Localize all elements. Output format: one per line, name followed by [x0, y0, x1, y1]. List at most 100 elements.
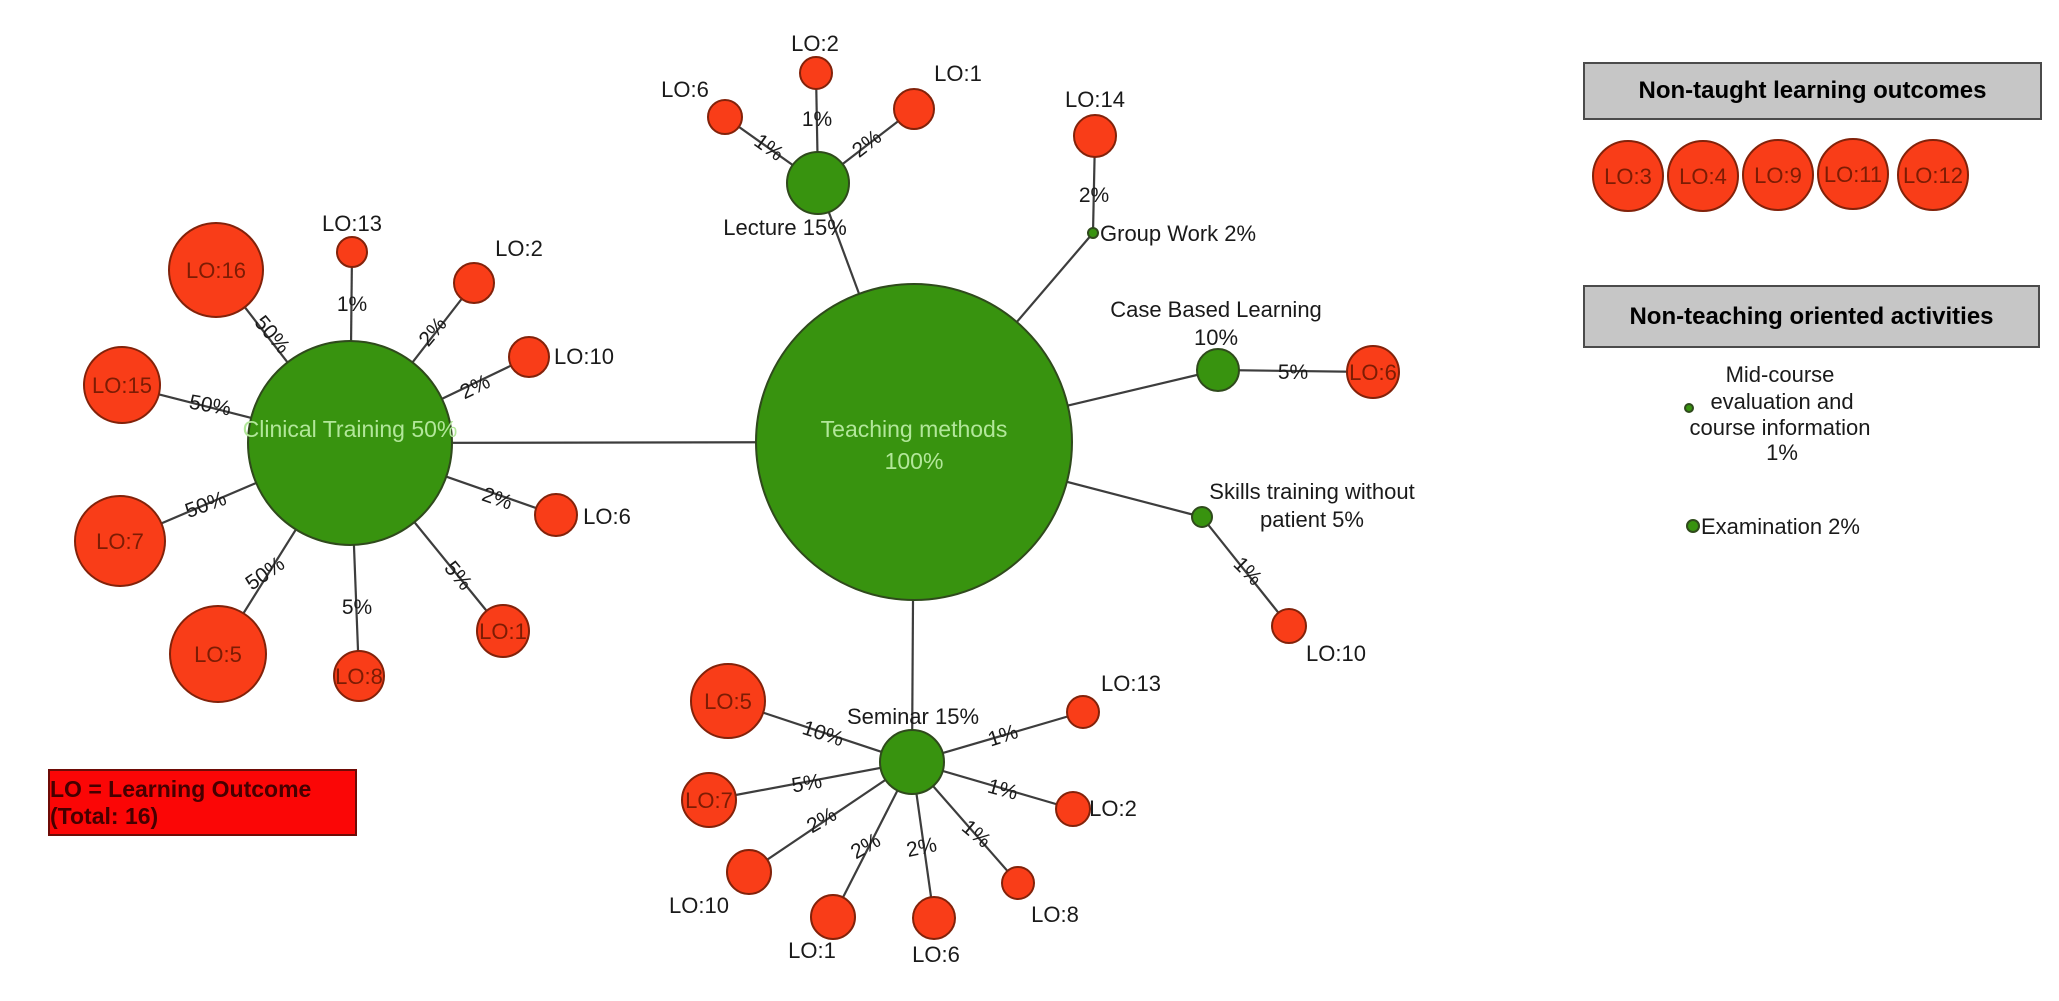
edge-seminar-lo2-label: 1% [985, 775, 1020, 805]
seminar-lo8-label: LO:8 [1031, 902, 1079, 927]
clinical-lo16-inside-label: LO:16 [186, 258, 246, 283]
legend-lo3-node [1592, 140, 1664, 212]
clinical-lo8-node [333, 650, 385, 702]
midcourse-line3: course information [1690, 415, 1871, 440]
skills-title-line2: patient 5% [1260, 507, 1364, 532]
non-teaching-activities-panel-title: Non-teaching oriented activities [1629, 302, 1994, 330]
legend-lo9-node [1742, 139, 1814, 211]
legend-lo4-inside-label: LO:4 [1679, 164, 1727, 189]
edge-seminar-lo13-label: 1% [985, 720, 1021, 751]
clinical-training-node [247, 340, 453, 546]
edge-clinical-lo15-label: 50% [187, 391, 232, 421]
edge-seminar-lo7-label: 5% [790, 770, 824, 798]
case-based-learning-node [1196, 348, 1240, 392]
clinical-lo10-label: LO:10 [554, 344, 614, 369]
edge-seminar-lo7 [708, 760, 913, 802]
tm-title-line2: 100% [885, 448, 944, 474]
examination-label: Examination 2% [1701, 514, 1860, 539]
clinical-lo5-inside-label: LO:5 [194, 642, 242, 667]
seminar-lo10-label: LO:10 [669, 893, 729, 918]
seminar-lo2-label: LO:2 [1089, 796, 1137, 821]
clinical-lo13-label: LO:13 [322, 211, 382, 236]
edge-lecture-lo2-label: 1% [802, 108, 832, 131]
edge-seminar-lo1-label: 2% [847, 829, 885, 864]
midcourse-line1: Mid-course [1726, 362, 1835, 387]
clinical-lo8-inside-label: LO:8 [335, 664, 383, 689]
lecture-lo6-node [707, 99, 743, 135]
examination-dot-node [1686, 519, 1700, 533]
cbl-title-line1: Case Based Learning [1110, 297, 1322, 322]
seminar-lo7-node [681, 772, 737, 828]
edge-seminar-lo6-label: 2% [904, 833, 938, 862]
clinical-lo2-node [453, 262, 495, 304]
cbl-title-line2: 10% [1194, 325, 1238, 350]
edge-groupwork-lo14-label: 2% [1079, 184, 1109, 207]
clinical-lo15-node [83, 346, 161, 424]
tm-title-line1: Teaching methods [821, 416, 1008, 442]
lecture-lo1-node [893, 88, 935, 130]
clinical-lo13-node [336, 236, 368, 268]
groupwork-lo14-node [1073, 114, 1117, 158]
lecture-lo2-label: LO:2 [791, 31, 839, 56]
edge-clinical-lo10-label: 2% [456, 370, 493, 404]
clinical-lo2-label: LO:2 [495, 236, 543, 261]
seminar-lo13-label: LO:13 [1101, 671, 1161, 696]
skills-lo10-node [1271, 608, 1307, 644]
seminar-node [879, 729, 945, 795]
seminar-lo10-node [726, 849, 772, 895]
clinical-lo7-node [74, 495, 166, 587]
non-taught-outcomes-panel-title: Non-taught learning outcomes [1638, 77, 1987, 104]
edge-clinical-lo7-label: 50% [182, 487, 229, 523]
skills-title-line1: Skills training without [1209, 479, 1414, 504]
lecture-node [786, 151, 850, 215]
legend-lo9-inside-label: LO:9 [1754, 163, 1802, 188]
groupwork-lo14-label: LO:14 [1065, 87, 1125, 112]
edge-skills-lo10 [1201, 516, 1290, 627]
seminar-lo7-inside-label: LO:7 [685, 788, 733, 813]
legend-lo4-node [1667, 140, 1739, 212]
clinical-lo15-inside-label: LO:15 [92, 373, 152, 398]
seminar-lo5-node [690, 663, 766, 739]
edge-clinical-lo16-label: 50% [250, 311, 295, 358]
teaching-methods-node [755, 283, 1073, 601]
clinical-lo6-label: LO:6 [583, 504, 631, 529]
clinical-lo7-inside-label: LO:7 [96, 529, 144, 554]
cbl-lo6-node [1346, 345, 1400, 399]
skills-lo10-label: LO:10 [1306, 641, 1366, 666]
midcourse-line2: evaluation and [1710, 389, 1853, 414]
edge-lecture-lo6-label: 1% [750, 130, 788, 166]
mid-course-dot-node [1684, 403, 1694, 413]
clinical-lo5-node [169, 605, 267, 703]
lo-legend-box: LO = Learning Outcome (Total: 16) [48, 769, 357, 836]
seminar-lo1-node [810, 894, 856, 940]
edge-clinical-lo5-label: 50% [241, 552, 289, 595]
clinical-lo10-node [508, 336, 550, 378]
clinical-lo1-node [476, 604, 530, 658]
seminar-title: Seminar 15% [847, 704, 979, 729]
seminar-lo2-node [1055, 791, 1091, 827]
clinical-lo6-node [534, 493, 578, 537]
edge-cbl-lo6-label: 5% [1278, 361, 1308, 384]
non-taught-outcomes-panel: Non-taught learning outcomes [1583, 62, 2042, 120]
edge-clinical-lo8-label: 5% [342, 596, 372, 619]
edge-clinical-lo13-label: 1% [337, 293, 367, 316]
midcourse-line4: 1% [1766, 440, 1798, 465]
seminar-lo6-node [912, 896, 956, 940]
lecture-lo6-label: LO:6 [661, 77, 709, 102]
edge-clinical-lo6-label: 2% [479, 483, 515, 515]
legend-lo12-node [1897, 139, 1969, 211]
seminar-lo5-inside-label: LO:5 [704, 689, 752, 714]
skills-training-node [1191, 506, 1213, 528]
legend-lo3-inside-label: LO:3 [1604, 164, 1652, 189]
seminar-lo1-label: LO:1 [788, 938, 836, 963]
clinical-lo1-inside-label: LO:1 [479, 619, 527, 644]
seminar-lo8-node [1001, 866, 1035, 900]
lo-legend-text: LO = Learning Outcome (Total: 16) [50, 775, 312, 829]
lecture-title: Lecture 15% [723, 215, 847, 240]
clinical-lo16-node [168, 222, 264, 318]
edge-clinical-lo1-label: 5% [439, 557, 476, 595]
cbl-lo6-inside-label: LO:6 [1349, 360, 1397, 385]
seminar-lo6-label: LO:6 [912, 942, 960, 967]
